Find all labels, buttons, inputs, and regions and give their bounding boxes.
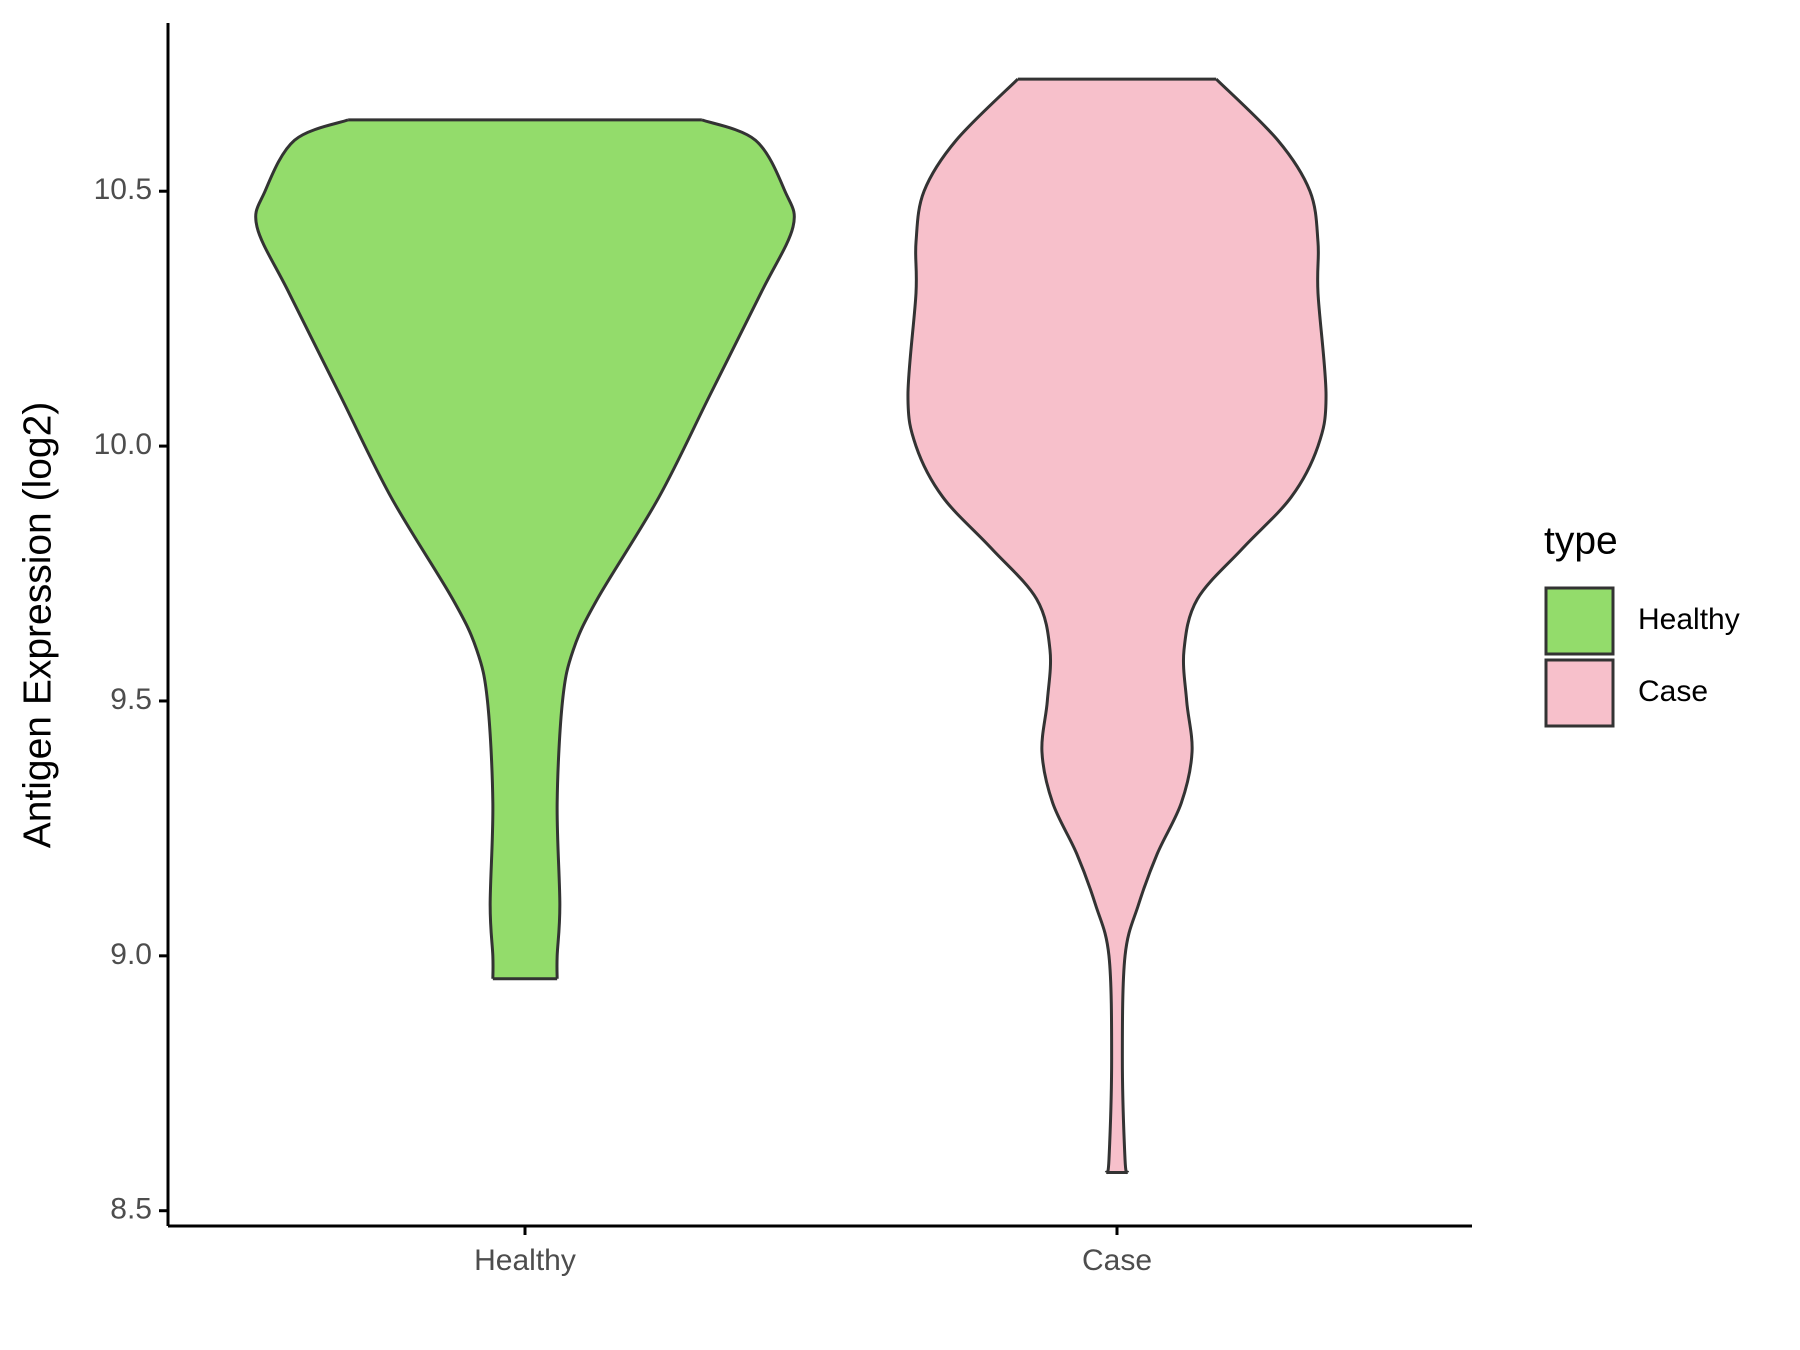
y-tick-label: 9.5 (110, 683, 152, 716)
legend-key (1544, 658, 1615, 728)
x-tick-label: Case (1082, 1244, 1152, 1277)
legend-key (1544, 586, 1615, 656)
violin-outline (555, 118, 796, 979)
y-tick-label: 9.0 (110, 938, 152, 971)
violin-half (255, 119, 525, 979)
legend-label: Healthy (1638, 603, 1740, 636)
violin-half (1117, 79, 1327, 1173)
violin-outline (254, 118, 495, 979)
violin-half (907, 79, 1117, 1173)
legend-label: Case (1638, 675, 1708, 708)
y-tick-label: 8.5 (110, 1193, 152, 1226)
violin-outline (1120, 78, 1328, 1175)
legend-title: type (1544, 519, 1618, 562)
x-tick-label: Healthy (474, 1244, 576, 1277)
y-tick-label: 10.5 (94, 173, 152, 206)
violin-half (525, 119, 795, 979)
y-axis-title: Antigen Expression (log2) (16, 402, 59, 849)
y-tick-label: 10.0 (94, 428, 152, 461)
violin-outline (906, 78, 1114, 1175)
